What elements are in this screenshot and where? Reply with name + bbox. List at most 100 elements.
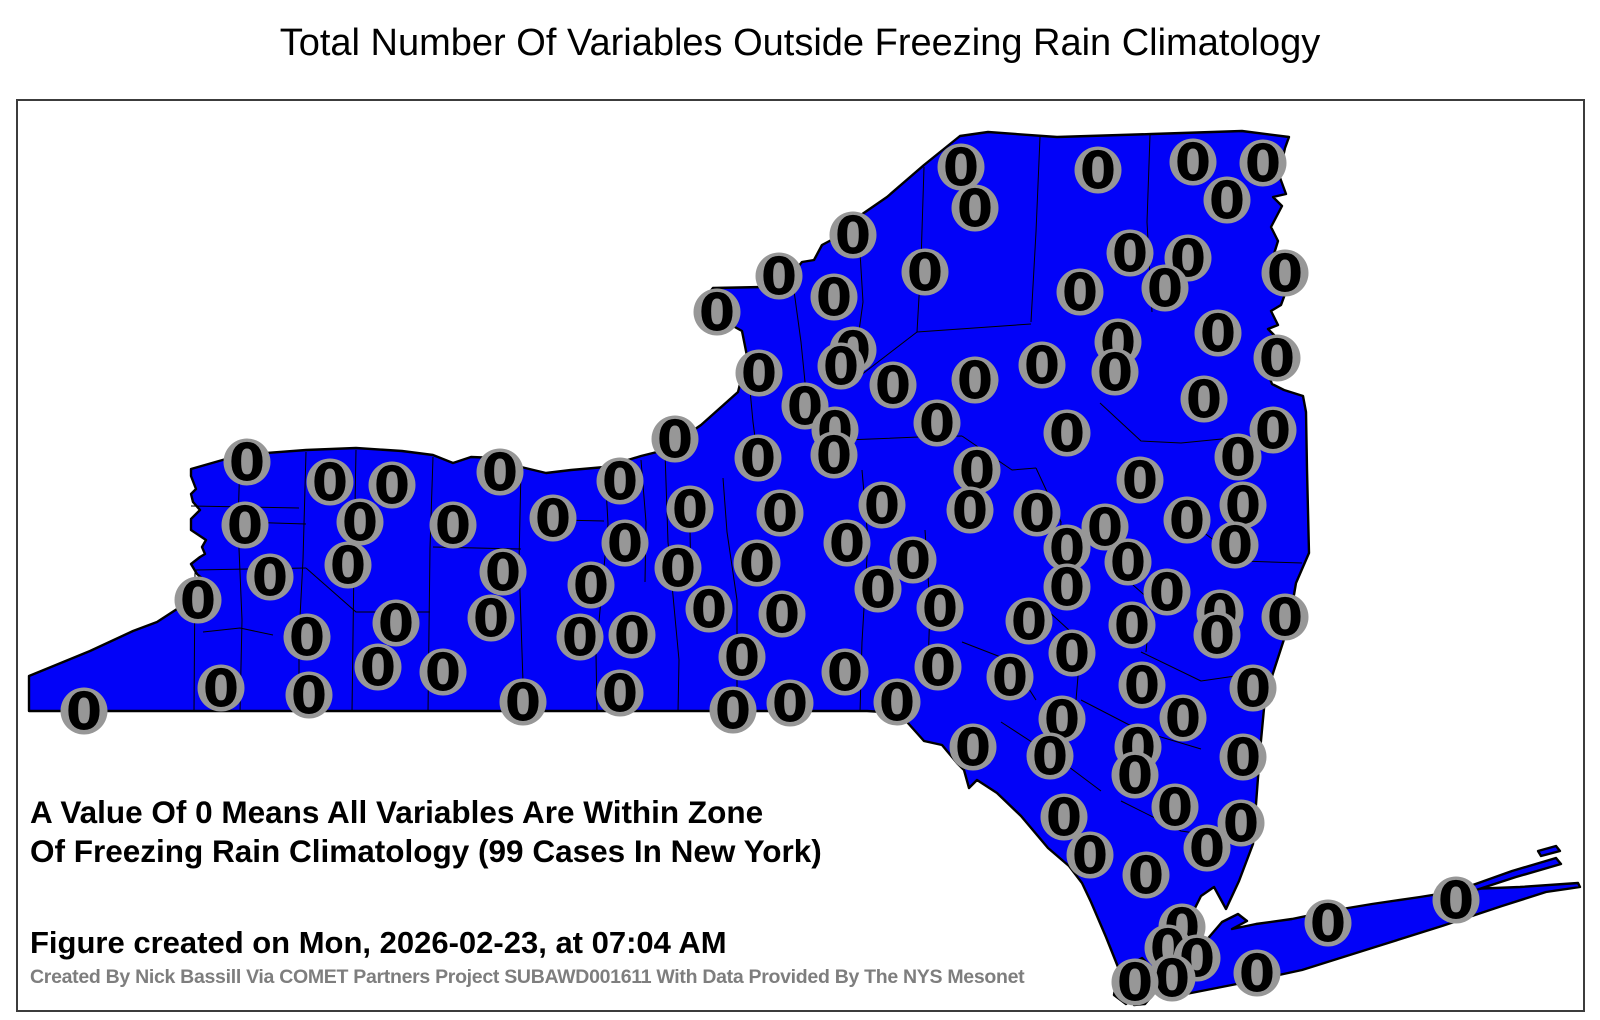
station-marker: 0	[823, 515, 871, 575]
station-value: 0	[823, 338, 859, 398]
station-marker: 0	[1118, 657, 1166, 717]
station-value: 0	[860, 561, 896, 621]
station-marker: 0	[1214, 429, 1262, 489]
station-marker: 0	[666, 481, 714, 541]
station-marker: 0	[197, 660, 245, 720]
station-value: 0	[562, 609, 598, 669]
station-marker: 0	[608, 607, 656, 667]
station-value: 0	[1072, 827, 1108, 887]
station-marker: 0	[854, 561, 902, 621]
station-value: 0	[614, 607, 650, 667]
station-marker: 0	[1043, 405, 1091, 465]
station-marker: 0	[889, 532, 937, 592]
station-marker: 0	[913, 395, 961, 455]
station-marker: 0	[869, 357, 917, 417]
station-marker: 0	[1005, 593, 1053, 653]
station-value: 0	[1122, 452, 1158, 512]
station-marker: 0	[1026, 728, 1074, 788]
station-marker: 0	[914, 639, 962, 699]
station-value: 0	[741, 345, 777, 405]
station-marker: 0	[1163, 492, 1211, 552]
station-marker: 0	[821, 644, 869, 704]
station-marker: 0	[354, 639, 402, 699]
station-marker: 0	[556, 609, 604, 669]
station-value: 0	[330, 537, 366, 597]
station-marker: 0	[368, 457, 416, 517]
station-value: 0	[762, 485, 798, 545]
station-value: 0	[485, 544, 521, 604]
station-value: 0	[907, 244, 943, 304]
station-value: 0	[573, 557, 609, 617]
station-value: 0	[1097, 344, 1133, 404]
station-value: 0	[1117, 747, 1153, 807]
station-marker: 0	[1106, 225, 1154, 285]
station-value: 0	[1024, 337, 1060, 397]
station-value: 0	[1117, 954, 1153, 1014]
station-value: 0	[1267, 589, 1303, 649]
station-value: 0	[252, 549, 288, 609]
station-marker: 0	[285, 667, 333, 727]
station-marker: 0	[1116, 452, 1164, 512]
station-marker: 0	[651, 411, 699, 471]
station-marker: 0	[429, 497, 477, 557]
station-value: 0	[607, 515, 643, 575]
station-value: 0	[772, 675, 808, 735]
station-value: 0	[505, 674, 541, 734]
station-marker: 0	[1074, 142, 1122, 202]
station-value: 0	[1438, 872, 1474, 932]
annotation-line-1: A Value Of 0 Means All Variables Are Wit…	[30, 794, 764, 830]
station-value: 0	[1220, 429, 1256, 489]
station-marker: 0	[596, 453, 644, 513]
station-value: 0	[291, 667, 327, 727]
station-marker: 0	[246, 549, 294, 609]
station-value: 0	[739, 535, 775, 595]
station-marker: 0	[1018, 337, 1066, 397]
station-value: 0	[312, 454, 348, 514]
station-value: 0	[1255, 402, 1291, 462]
station-marker: 0	[476, 444, 524, 504]
station-marker: 0	[901, 244, 949, 304]
station-marker: 0	[601, 515, 649, 575]
station-value: 0	[715, 682, 751, 742]
station-marker: 0	[817, 338, 865, 398]
station-marker: 0	[1013, 485, 1061, 545]
station-marker: 0	[685, 581, 733, 641]
annotation-text: A Value Of 0 Means All Variables Are Wit…	[30, 793, 822, 871]
long-island-shape	[1184, 881, 1582, 996]
station-value: 0	[229, 434, 265, 494]
station-marker: 0	[951, 180, 999, 240]
station-value: 0	[816, 427, 852, 487]
station-marker: 0	[1304, 895, 1352, 955]
station-value: 0	[1175, 134, 1211, 194]
station-value: 0	[1114, 597, 1150, 657]
station-marker: 0	[221, 497, 269, 557]
station-value: 0	[1149, 564, 1185, 624]
station-value: 0	[1225, 729, 1261, 789]
station-marker: 0	[1253, 330, 1301, 390]
station-value: 0	[203, 660, 239, 720]
station-value: 0	[360, 639, 396, 699]
station-marker: 0	[949, 719, 997, 779]
station-value: 0	[1259, 330, 1295, 390]
station-value: 0	[289, 609, 325, 669]
station-value: 0	[1189, 820, 1225, 880]
station-value: 0	[1032, 728, 1068, 788]
station-marker: 0	[946, 482, 994, 542]
station-value: 0	[1128, 847, 1164, 907]
station-value: 0	[1267, 245, 1303, 305]
station-value: 0	[1124, 657, 1160, 717]
station-marker: 0	[1261, 245, 1309, 305]
station-marker: 0	[1048, 625, 1096, 685]
station-value: 0	[952, 482, 988, 542]
station-value: 0	[1200, 305, 1236, 365]
station-value: 0	[66, 683, 102, 743]
station-value: 0	[482, 444, 518, 504]
small-island-shape	[1536, 844, 1562, 858]
station-marker: 0	[733, 535, 781, 595]
station-value: 0	[1239, 945, 1275, 1005]
station-value: 0	[740, 430, 776, 490]
station-marker: 0	[810, 427, 858, 487]
station-marker: 0	[223, 434, 271, 494]
station-marker: 0	[1193, 607, 1241, 667]
